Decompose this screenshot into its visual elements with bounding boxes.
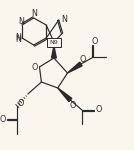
- Text: O: O: [0, 114, 6, 123]
- Text: O: O: [95, 105, 101, 114]
- Text: N: N: [15, 33, 21, 42]
- Polygon shape: [58, 88, 72, 102]
- Text: N: N: [15, 34, 21, 43]
- Polygon shape: [67, 62, 82, 73]
- Text: O: O: [69, 100, 75, 109]
- Text: N: N: [18, 16, 24, 26]
- Polygon shape: [51, 46, 56, 58]
- Text: O: O: [18, 99, 24, 108]
- Text: N: N: [32, 9, 38, 18]
- Text: O: O: [91, 36, 98, 45]
- FancyBboxPatch shape: [47, 38, 61, 46]
- Text: O: O: [80, 54, 86, 63]
- Text: O: O: [31, 63, 38, 72]
- Text: N: N: [62, 15, 68, 24]
- Text: N9: N9: [50, 39, 58, 45]
